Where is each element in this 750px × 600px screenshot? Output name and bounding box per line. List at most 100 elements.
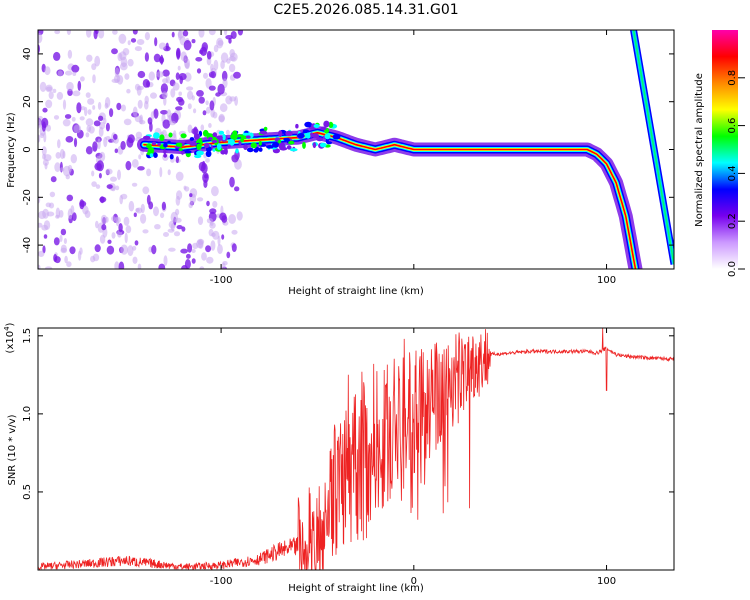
spectrogram-noise-blob (63, 238, 67, 244)
spectrogram-noise-blob (123, 216, 130, 226)
spectrogram-noise-blob (120, 244, 129, 255)
spectrogram-noise-blob (144, 95, 149, 105)
spectrogram-noise-blob (225, 35, 233, 40)
spectrogram-noise-blob (209, 222, 216, 229)
spectrogram-noise-blob (38, 32, 43, 44)
spectrogram-noise-blob (62, 119, 71, 127)
spectrogram-noise-blob (42, 208, 49, 219)
spectrogram-noise-blob (139, 114, 144, 125)
spectrogram-noise-blob (205, 106, 211, 114)
spectrogram-noise-blob (59, 234, 63, 243)
spectrogram-noise-blob (213, 44, 219, 53)
spectrogram-noise-blob (70, 154, 78, 164)
spectrogram-noise-blob (101, 224, 107, 231)
spectrogram-noise-blob (159, 167, 163, 178)
spectrogram-ridge-speckle (175, 142, 183, 147)
spectrogram-noise-blob (114, 216, 121, 224)
spectrogram-y-tick-label: 0 (22, 146, 33, 152)
spectrogram-ridge-speckle (180, 133, 187, 139)
spectrogram-noise-blob (65, 136, 74, 143)
spectrogram-ridge-speckle (288, 140, 295, 145)
spectrogram-noise-blob (176, 47, 181, 59)
spectrogram-noise-blob (140, 213, 147, 224)
spectrogram-ridge-speckle (278, 142, 286, 150)
spectrogram-noise-blob (160, 110, 168, 115)
spectrogram-noise-blob (106, 245, 115, 255)
spectrogram-noise-blob (104, 97, 111, 108)
spectrogram-noise-blob (197, 197, 204, 202)
spectrogram-noise-blob (38, 134, 41, 143)
spectrogram-noise-blob (132, 106, 138, 117)
spectrogram-ridge-speckle (320, 126, 327, 131)
spectrogram-ridge-speckle (302, 141, 306, 149)
spectrogram-noise-blob (137, 166, 145, 171)
spectrogram-noise-blob (137, 70, 146, 79)
spectrogram-noise-blob (62, 99, 67, 110)
spectrogram-ridge-speckle (235, 148, 239, 154)
spectrogram-noise-blob (166, 109, 172, 118)
snr-y-axis: 0.5 1.0 1.5 (22, 328, 674, 500)
spectrogram-noise-blob (131, 182, 138, 187)
snr-x-axis: -100 0 100 (210, 328, 616, 587)
spectrogram-noise-blob (54, 30, 61, 35)
spectrogram-noise-blob (197, 216, 204, 225)
spectrogram-noise-blob (87, 109, 92, 115)
spectrogram-ridge-speckle (207, 137, 213, 140)
spectrogram-noise-blob (160, 83, 168, 94)
spectrogram-noise-blob (77, 80, 82, 91)
spectrogram-y-axis: -40 -20 0 20 40 (22, 48, 674, 253)
spectrogram-ridge-speckle (224, 148, 228, 155)
spectrogram-noise-blob (175, 106, 183, 111)
spectrogram-noise-blob (210, 240, 216, 251)
spectrogram-noise-blob (211, 232, 216, 237)
spectrogram-noise-blob (199, 49, 204, 55)
spectrogram-ridge-speckle (153, 132, 160, 139)
spectrogram-noise-blob (135, 131, 143, 139)
spectrogram-ridge-speckle (242, 132, 250, 136)
spectrogram-noise-blob (71, 116, 76, 122)
spectrogram-noise-blob (113, 74, 121, 83)
figure-title: C2E5.2026.085.14.31.G01 (273, 2, 458, 18)
spectrogram-noise-blob (187, 243, 193, 253)
spectrogram-x-tick-label: -100 (210, 275, 233, 286)
spectrogram-noise-blob (98, 30, 105, 39)
spectrogram-ridge-speckle (163, 153, 168, 158)
spectrogram-noise-blob (209, 100, 215, 111)
spectrogram-ridge-speckle (313, 124, 320, 128)
spectrogram-ridge-speckle (323, 120, 330, 128)
spectrogram-ridge-speckle (258, 141, 262, 146)
snr-x-tick-label: 0 (411, 576, 417, 587)
spectrogram-noise-blob (191, 95, 195, 101)
spectrogram-ridge-speckle (324, 133, 331, 140)
spectrogram-noise-blob (112, 30, 118, 35)
spectrogram-noise-blob (42, 107, 48, 113)
spectrogram-ridge-speckle (332, 134, 341, 140)
spectrogram-noise-blob (55, 214, 60, 219)
spectrogram-noise-blob (65, 70, 73, 76)
spectrogram-noise-blob (154, 37, 158, 47)
spectrogram-noise-blob (237, 30, 243, 36)
snr-scale-close: ) (5, 322, 16, 326)
spectrogram-noise-blob (174, 217, 182, 223)
spectrogram-noise-blob (156, 71, 164, 78)
spectrogram-y-tick-label: -40 (22, 237, 33, 253)
spectrogram-noise-blob (44, 266, 53, 269)
spectrogram-noise-blob (54, 162, 61, 173)
spectrogram-noise-blob (202, 110, 207, 116)
spectrogram-noise-blob (50, 176, 57, 183)
spectrogram-noise-blob (162, 69, 170, 77)
spectrogram-noise-blob (162, 119, 171, 129)
spectrogram-noise-blob (198, 30, 205, 38)
spectrogram-noise-blob (186, 253, 191, 259)
spectrogram-noise-blob (161, 129, 167, 137)
spectrogram-noise-blob (211, 186, 219, 197)
spectrogram-noise-blob (205, 245, 212, 253)
spectrogram-noise-blob (85, 92, 91, 98)
spectrogram-noise-blob (98, 126, 104, 137)
spectrogram-noise-blob (45, 99, 53, 109)
spectrogram-noise-blob (203, 72, 208, 79)
spectrogram-panel: -100 100 -40 -20 0 20 40 Height of straight l… (6, 29, 675, 297)
spectrogram-noise-blob (115, 185, 120, 191)
spectrogram-noise-blob (126, 137, 134, 148)
spectrogram-noise-blob (208, 123, 212, 128)
